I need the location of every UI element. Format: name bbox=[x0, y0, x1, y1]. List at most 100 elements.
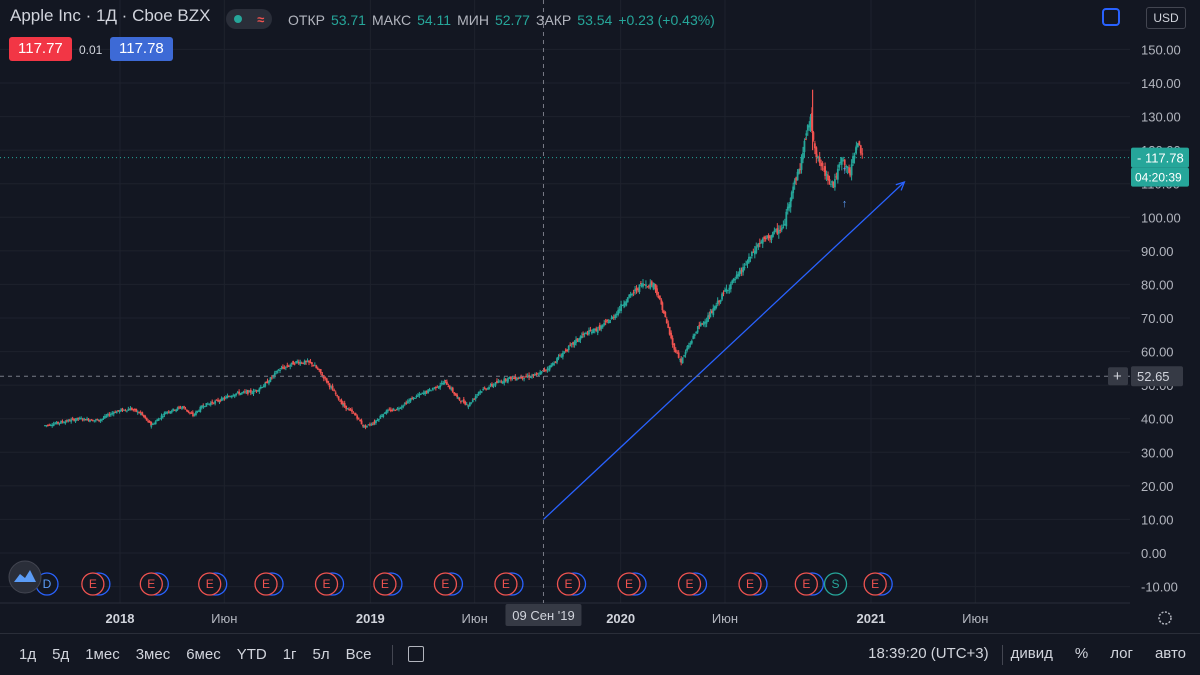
candle-body bbox=[229, 396, 232, 398]
last-price-label: - 117.78 bbox=[1137, 151, 1184, 166]
candle-body bbox=[620, 304, 622, 311]
earnings-marker[interactable] bbox=[254, 572, 278, 596]
candle-body bbox=[249, 390, 252, 393]
fullscreen-icon[interactable] bbox=[1102, 8, 1120, 26]
candle-body bbox=[809, 116, 812, 127]
timeframe-3m[interactable]: 3мес bbox=[135, 646, 171, 663]
tradingview-logo[interactable] bbox=[8, 560, 42, 594]
earnings-marker[interactable] bbox=[198, 572, 222, 596]
candle-body bbox=[366, 425, 368, 427]
candle-body bbox=[266, 380, 269, 384]
earnings-marker[interactable] bbox=[314, 572, 339, 596]
candle-body bbox=[798, 169, 800, 173]
candle-body bbox=[270, 377, 273, 379]
timeframe-ytd[interactable]: YTD bbox=[236, 646, 267, 663]
candle-body bbox=[202, 406, 205, 408]
candle-body bbox=[118, 410, 121, 412]
candle-body bbox=[84, 419, 87, 421]
timeframe-5d[interactable]: 5д bbox=[52, 646, 70, 663]
timeframe-all[interactable]: Все bbox=[345, 646, 372, 663]
candle-body bbox=[179, 407, 182, 409]
candle-body bbox=[139, 412, 142, 414]
timeframe-1d[interactable]: 1д bbox=[19, 646, 37, 663]
timeframe-5y[interactable]: 5л bbox=[312, 646, 330, 663]
earnings-marker-label: E bbox=[89, 577, 97, 591]
buy-button[interactable]: 117.78 bbox=[110, 37, 173, 61]
candle-body bbox=[749, 256, 752, 258]
candle-body bbox=[539, 372, 542, 375]
earnings-marker[interactable] bbox=[494, 572, 518, 596]
candle-body bbox=[792, 186, 795, 194]
auto-button[interactable]: авто bbox=[1154, 645, 1186, 662]
earnings-marker[interactable] bbox=[617, 572, 641, 596]
timeframe-6m[interactable]: 6мес bbox=[186, 646, 221, 663]
candle-body bbox=[418, 393, 421, 396]
candle-body bbox=[699, 323, 702, 327]
candle-body bbox=[296, 361, 299, 363]
timeframe-1m[interactable]: 1мес bbox=[85, 646, 120, 663]
candle-body bbox=[802, 152, 804, 160]
earnings-marker[interactable] bbox=[433, 572, 458, 596]
earnings-marker[interactable] bbox=[738, 572, 762, 596]
candle-body bbox=[825, 173, 828, 176]
currency-button[interactable]: USD bbox=[1146, 7, 1186, 29]
candle-body bbox=[62, 422, 65, 424]
candle-body bbox=[388, 409, 391, 411]
candle-body bbox=[67, 419, 70, 422]
candle-body bbox=[467, 405, 470, 407]
log-button[interactable]: лог bbox=[1110, 645, 1133, 662]
candle-body bbox=[112, 412, 115, 415]
earnings-marker[interactable] bbox=[373, 572, 397, 596]
timeframe-1y[interactable]: 1г bbox=[282, 646, 297, 663]
earnings-marker-label: E bbox=[147, 577, 155, 591]
candle-body bbox=[206, 403, 209, 405]
candle-body bbox=[175, 409, 178, 412]
dividend-marker-label: D bbox=[43, 577, 52, 591]
candle-body bbox=[805, 138, 807, 140]
earnings-marker[interactable] bbox=[556, 572, 581, 596]
sell-button[interactable]: 117.77 bbox=[9, 37, 72, 61]
market-status-toggle[interactable]: ≈ bbox=[226, 9, 272, 29]
candle-body bbox=[379, 415, 382, 419]
earnings-marker[interactable] bbox=[81, 572, 105, 596]
candle-body bbox=[321, 374, 324, 376]
candle-body bbox=[698, 324, 701, 327]
candle-body bbox=[665, 319, 668, 324]
candle-body bbox=[218, 401, 221, 403]
percent-button[interactable]: % bbox=[1074, 645, 1089, 662]
settings-gear-icon[interactable] bbox=[1158, 611, 1172, 625]
price-chart[interactable]: -10.000.0010.0020.0030.0040.0050.0060.00… bbox=[0, 0, 1200, 633]
y-tick-label: 30.00 bbox=[1141, 445, 1174, 460]
dividends-button[interactable]: дивид bbox=[1010, 645, 1053, 662]
calendar-icon[interactable] bbox=[408, 646, 424, 662]
candle-body bbox=[105, 415, 108, 417]
candle-body bbox=[94, 419, 97, 421]
trendline[interactable] bbox=[543, 181, 905, 520]
candle-body bbox=[712, 308, 715, 316]
candle-body bbox=[811, 113, 813, 132]
candle-body bbox=[492, 384, 495, 388]
candle-body bbox=[77, 417, 80, 419]
candle-body bbox=[184, 408, 187, 410]
split-marker[interactable] bbox=[823, 572, 848, 596]
candle-body bbox=[817, 156, 820, 158]
candle-body bbox=[834, 179, 836, 188]
symbol-title[interactable]: Apple Inc · 1Д · Cboe BZX bbox=[10, 6, 211, 25]
earnings-marker[interactable] bbox=[794, 572, 818, 596]
clock-timezone[interactable]: 18:39:20 (UTC+3) bbox=[868, 645, 989, 662]
earnings-marker[interactable] bbox=[139, 572, 163, 596]
candle-body bbox=[799, 169, 801, 171]
candle-body bbox=[731, 280, 734, 284]
candle-body bbox=[767, 235, 770, 239]
close-value: 53.54 bbox=[577, 12, 613, 28]
candle-body bbox=[653, 283, 655, 287]
candle-body bbox=[604, 321, 607, 323]
candle-body bbox=[337, 396, 340, 400]
candle-body bbox=[615, 313, 618, 315]
candle-body bbox=[853, 155, 856, 159]
earnings-marker[interactable] bbox=[677, 572, 702, 596]
candle-body bbox=[331, 389, 334, 391]
candle-body bbox=[239, 393, 242, 395]
add-alert-button[interactable] bbox=[1108, 367, 1128, 386]
earnings-marker[interactable] bbox=[863, 572, 887, 596]
